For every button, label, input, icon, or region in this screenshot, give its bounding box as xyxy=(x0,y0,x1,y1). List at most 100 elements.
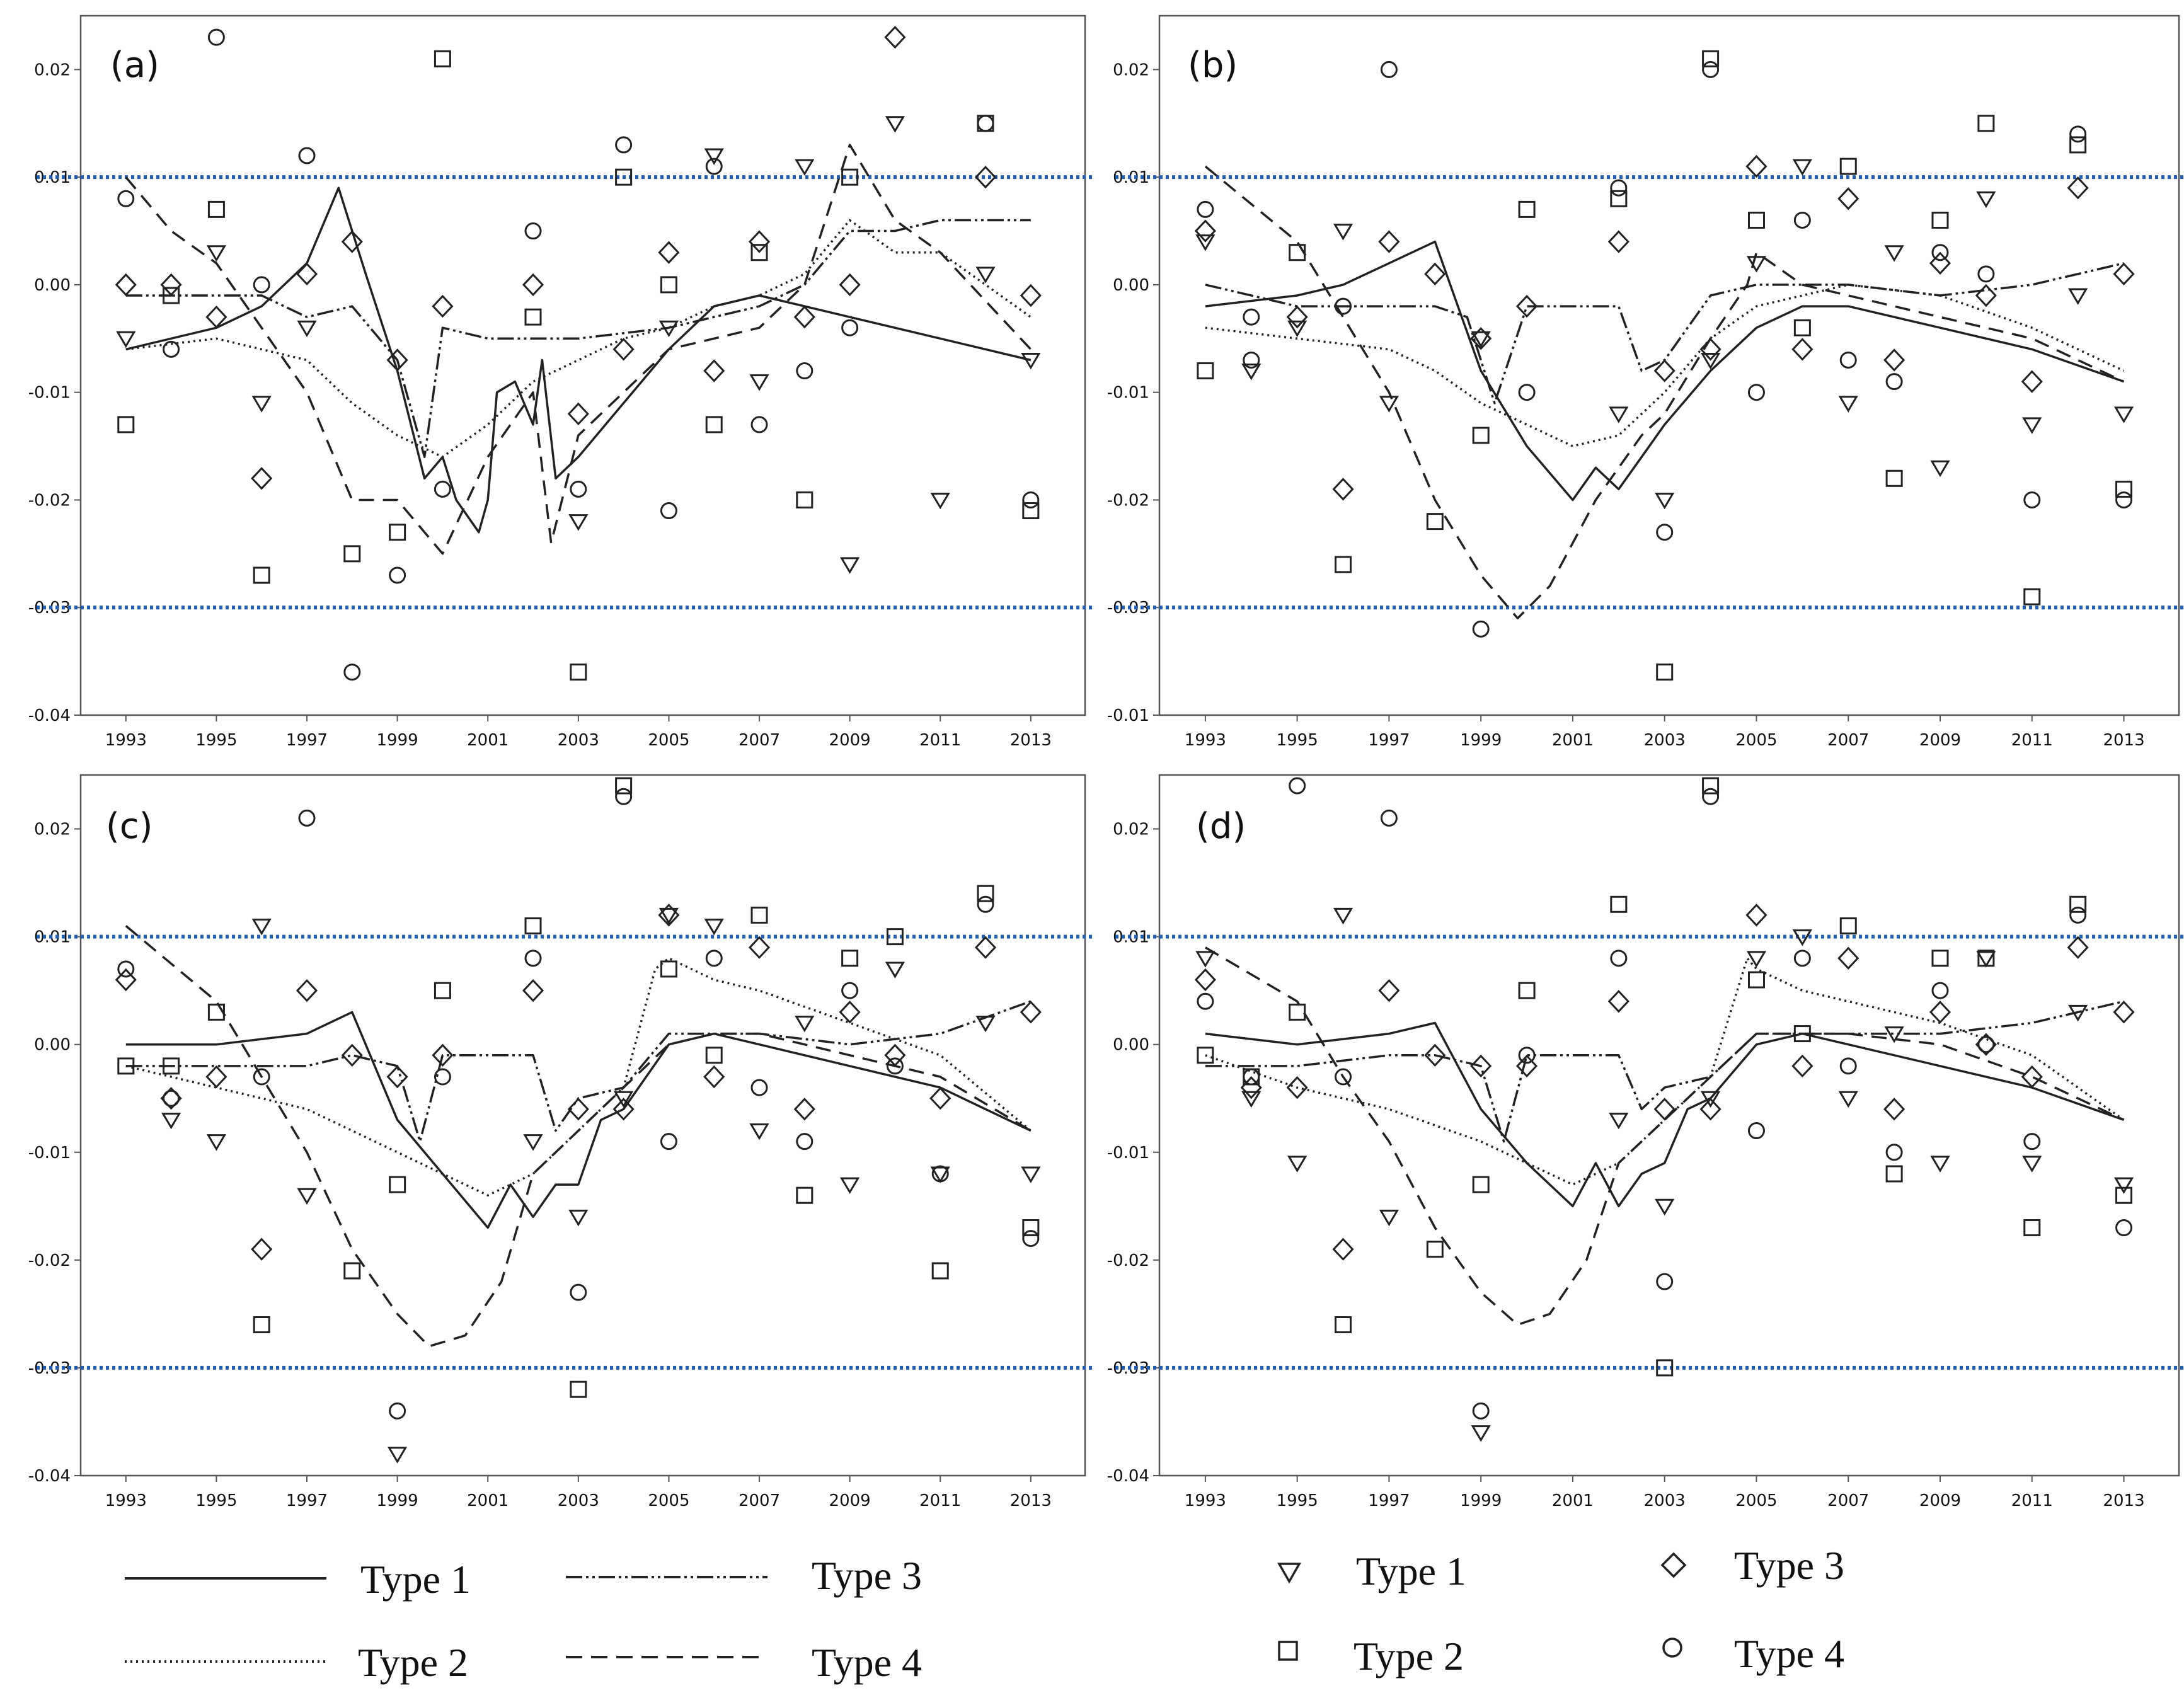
x-tick-label: 2009 xyxy=(1919,731,1961,750)
x-tick-label: 2007 xyxy=(739,1491,780,1510)
marker-type3 xyxy=(1883,348,1905,372)
marker-type3 xyxy=(1020,1001,1042,1024)
x-tick-label: 2005 xyxy=(648,1491,689,1510)
marker-type4 xyxy=(389,566,406,584)
legend-line-type1-label: Type 1 xyxy=(360,1557,471,1602)
marker-type3 xyxy=(1929,1001,1951,1024)
marker-type4 xyxy=(841,982,859,999)
marker-type4 xyxy=(1197,992,1214,1010)
marker-type4 xyxy=(1243,351,1260,369)
marker-type1 xyxy=(749,1123,769,1140)
marker-type4 xyxy=(2023,1133,2041,1151)
marker-type4 xyxy=(977,115,994,132)
marker-type2 xyxy=(1656,663,1674,681)
marker-type2 xyxy=(750,906,768,924)
series-line-type2 xyxy=(1205,957,2125,1186)
marker-type3 xyxy=(1699,1098,1721,1121)
marker-type1 xyxy=(1333,224,1354,241)
y-tick-label: -0.02 xyxy=(1107,1251,1149,1270)
x-tick-label: 1999 xyxy=(1460,1491,1502,1510)
x-tick-label: 1995 xyxy=(1277,731,1318,750)
marker-type2 xyxy=(1610,190,1628,207)
marker-type2 xyxy=(1426,1241,1444,1258)
legend-marker-type1 xyxy=(1277,1563,1302,1584)
marker-legend: Type 1 Type 2 Type 3 Type 4 xyxy=(1277,1543,1844,1679)
marker-type3 xyxy=(296,262,318,286)
marker-type3 xyxy=(658,241,680,264)
marker-type4 xyxy=(298,147,316,164)
x-tick-label: 2011 xyxy=(919,731,961,750)
marker-type1 xyxy=(206,245,227,262)
marker-type3 xyxy=(2067,936,2089,959)
marker-type3 xyxy=(2021,370,2043,393)
marker-type4 xyxy=(1289,777,1306,795)
marker-type3 xyxy=(793,305,815,329)
x-tick-label: 1993 xyxy=(105,1491,147,1510)
marker-type3 xyxy=(1791,338,1813,361)
marker-type1 xyxy=(1655,1198,1675,1216)
marker-type1 xyxy=(251,919,272,936)
marker-type2 xyxy=(2115,480,2133,498)
plot-frame xyxy=(1158,774,2180,1477)
marker-type1 xyxy=(930,1166,950,1183)
marker-type2 xyxy=(1335,556,1352,573)
marker-type3 xyxy=(1516,1054,1538,1078)
marker-type3 xyxy=(567,402,589,426)
marker-type4 xyxy=(1839,1057,1857,1075)
marker-type1 xyxy=(885,116,905,133)
legend-line-type3-label: Type 3 xyxy=(812,1553,922,1598)
marker-type1 xyxy=(658,907,679,925)
y-tick-label: -0.02 xyxy=(1107,491,1149,510)
legend-marker-type4 xyxy=(1662,1638,1682,1658)
marker-type3 xyxy=(1929,251,1951,275)
marker-type4 xyxy=(1885,1144,1903,1161)
marker-type3 xyxy=(1837,187,1859,210)
x-tick-label: 1993 xyxy=(1185,1491,1226,1510)
x-tick-label: 2013 xyxy=(2103,1491,2144,1510)
x-tick-label: 2007 xyxy=(1827,1491,1869,1510)
panel-label: (c) xyxy=(106,806,152,847)
x-tick-label: 2001 xyxy=(1552,1491,1594,1510)
marker-type2 xyxy=(343,1262,361,1280)
x-tick-label: 1995 xyxy=(195,1491,237,1510)
y-tick-label: -0.02 xyxy=(28,1251,71,1270)
marker-type4 xyxy=(1243,1068,1260,1086)
marker-type1 xyxy=(1792,159,1812,176)
marker-type2 xyxy=(977,885,994,902)
x-tick-label: 2003 xyxy=(558,731,599,750)
x-tick-label: 1995 xyxy=(1277,1491,1318,1510)
marker-type3 xyxy=(884,1043,906,1067)
marker-type4 xyxy=(796,1133,813,1151)
marker-type2 xyxy=(615,168,633,186)
y-tick-label: -0.01 xyxy=(28,1144,71,1162)
x-tick-label: 2003 xyxy=(1644,731,1686,750)
marker-type3 xyxy=(1424,262,1446,286)
marker-type1 xyxy=(885,961,905,978)
x-tick-label: 1999 xyxy=(377,731,418,750)
marker-type4 xyxy=(615,136,633,154)
y-tick-label: -0.01 xyxy=(1107,1144,1149,1162)
marker-type2 xyxy=(796,491,813,508)
marker-type2 xyxy=(705,1047,723,1064)
marker-type4 xyxy=(1793,211,1811,229)
marker-type3 xyxy=(1883,1098,1905,1121)
x-tick-label: 2001 xyxy=(467,1491,509,1510)
marker-type2 xyxy=(1839,158,1857,175)
marker-type2 xyxy=(660,276,677,294)
y-tick-label: -0.01 xyxy=(1107,706,1149,725)
marker-type3 xyxy=(251,1237,273,1261)
marker-type4 xyxy=(1977,1036,1995,1053)
marker-type3 xyxy=(839,1001,861,1024)
marker-type2 xyxy=(1197,1047,1214,1064)
marker-type2 xyxy=(253,1316,270,1333)
marker-type3 xyxy=(205,305,227,329)
marker-type1 xyxy=(704,148,724,165)
marker-type2 xyxy=(1747,211,1765,229)
marker-type1 xyxy=(1471,331,1491,348)
marker-type2 xyxy=(1702,50,1720,67)
marker-type1 xyxy=(1287,1156,1308,1173)
panel-label: (d) xyxy=(1196,806,1246,847)
x-tick-label: 2013 xyxy=(1010,731,1052,750)
marker-type1 xyxy=(2113,1177,2134,1195)
marker-type4 xyxy=(163,1089,180,1107)
